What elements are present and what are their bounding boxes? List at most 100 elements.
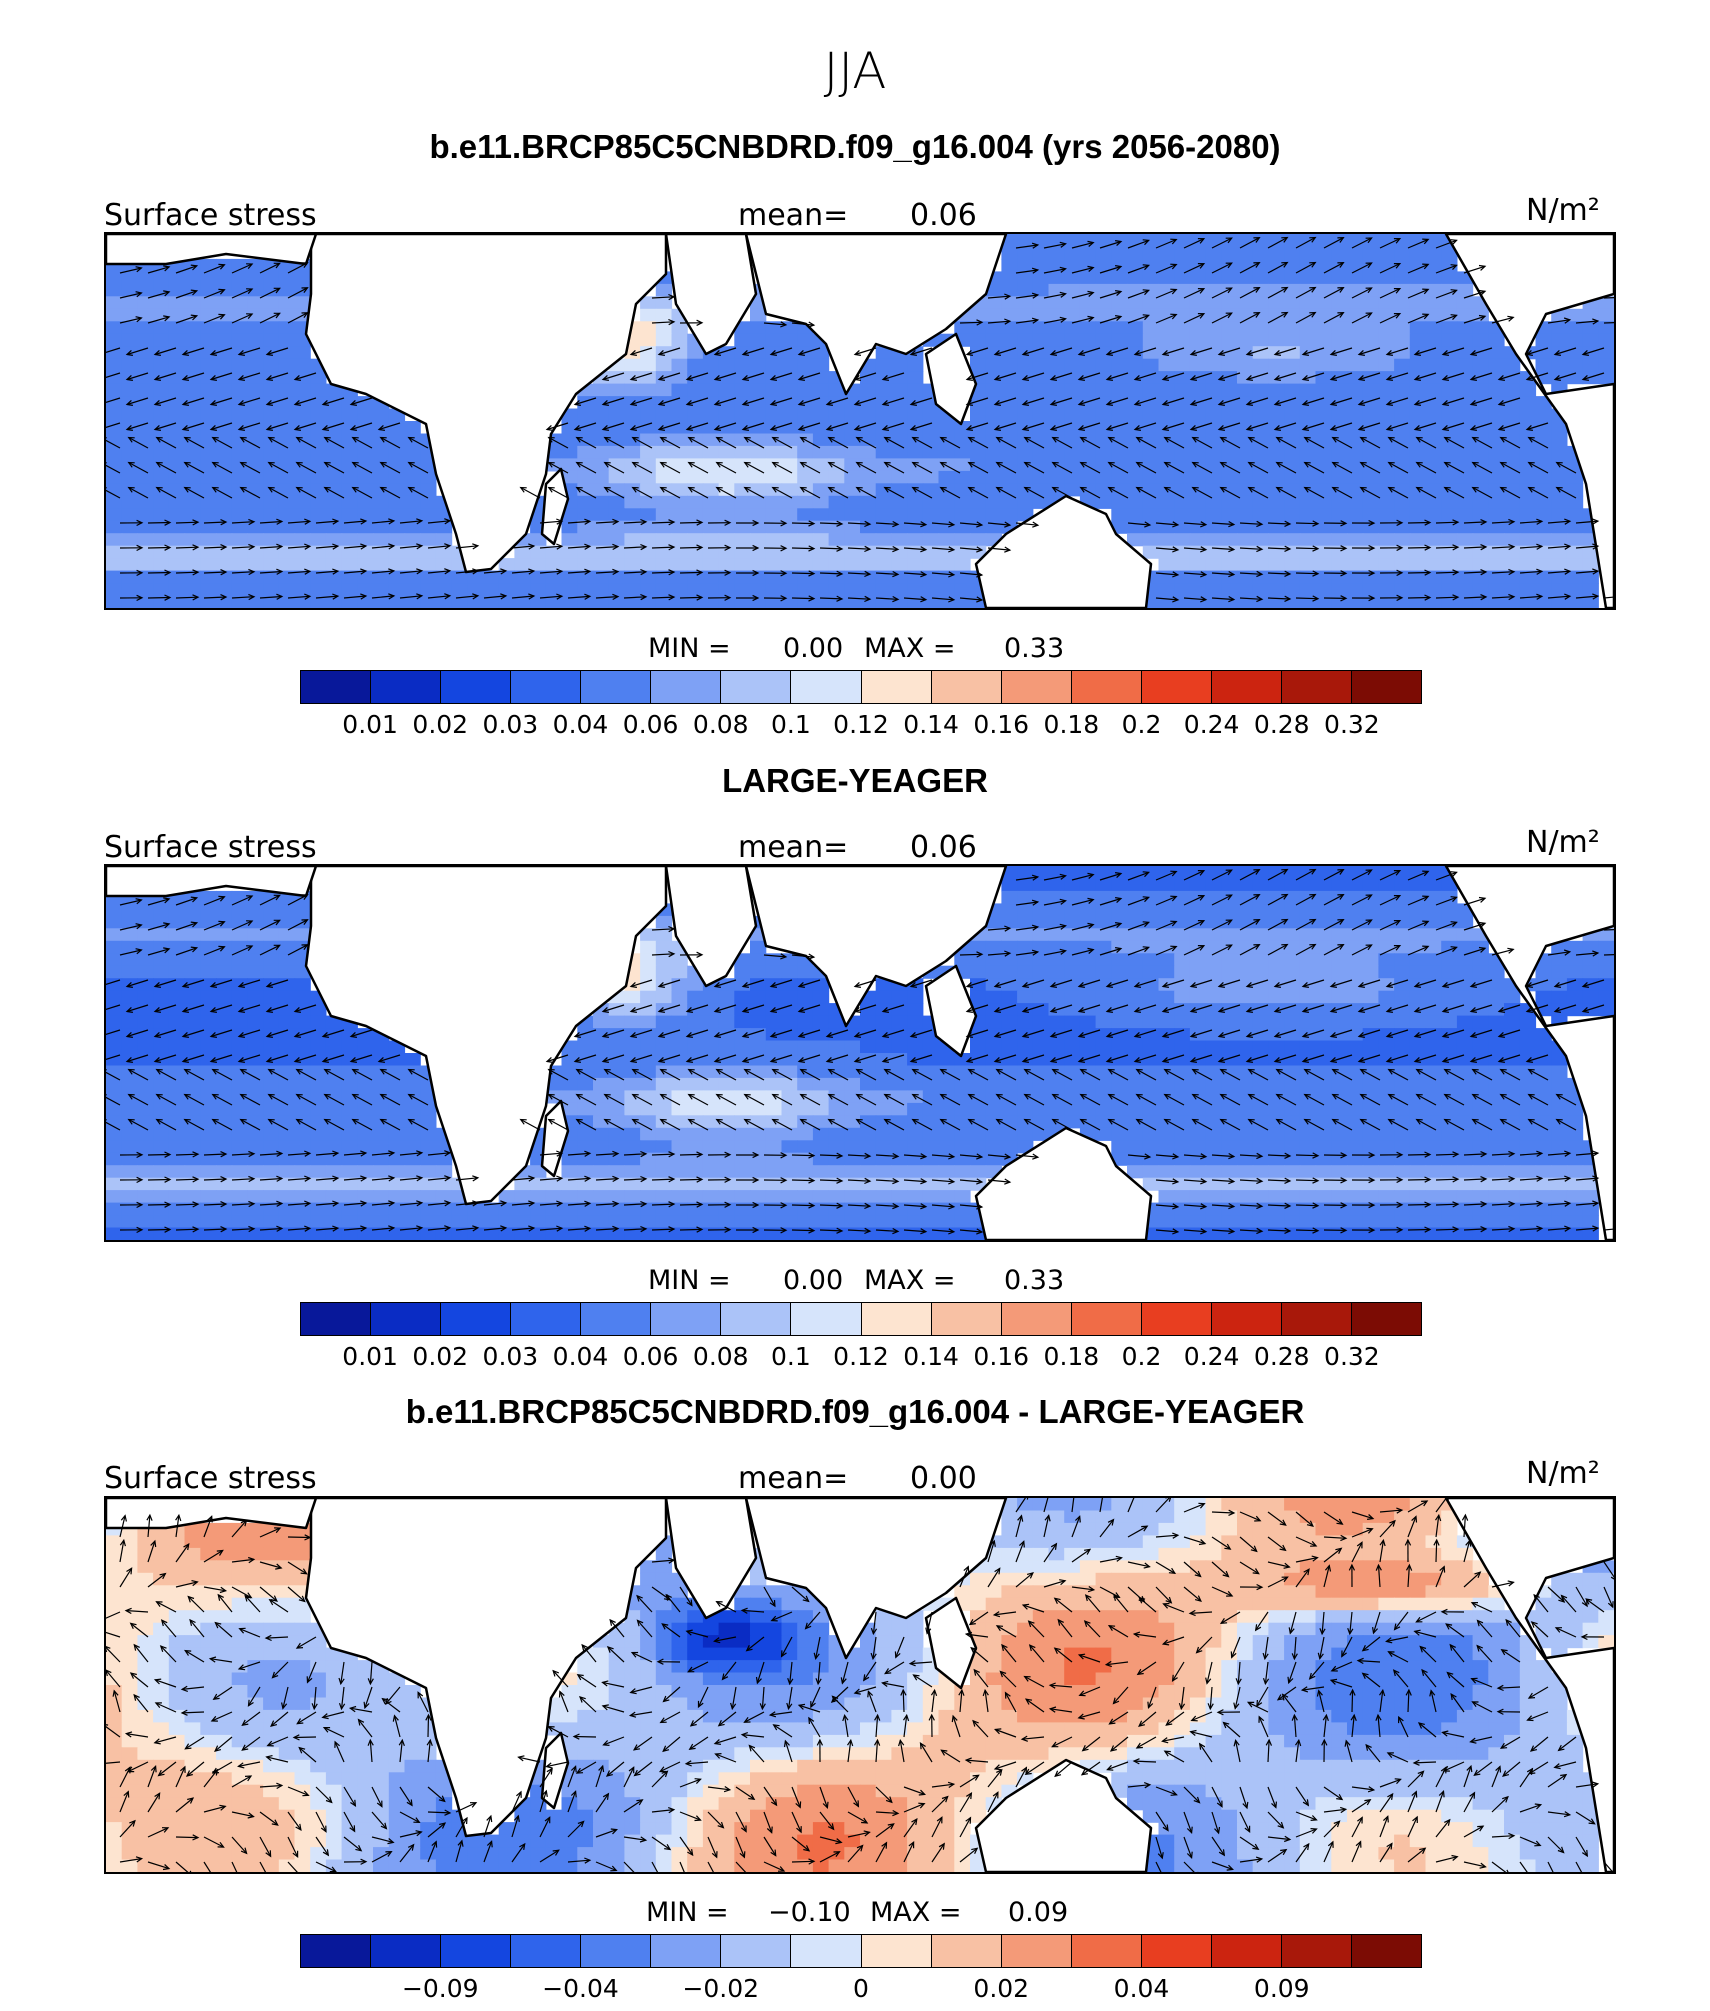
coastlines xyxy=(106,866,1614,1240)
colorbar-swatch xyxy=(1071,1303,1142,1335)
stress-vectors xyxy=(106,868,1614,1235)
colorbar-swatch xyxy=(301,671,372,703)
colorbar-tick-label: 0.18 xyxy=(1043,1342,1100,1371)
panel-2-colorbar xyxy=(300,1302,1422,1336)
panel-1-colorbar xyxy=(300,670,1422,704)
panel-2-title: LARGE-YEAGER xyxy=(722,762,988,799)
colorbar-tick-label: 0.24 xyxy=(1183,1342,1240,1371)
colorbar-swatch xyxy=(1211,671,1282,703)
colorbar-swatch xyxy=(371,671,442,703)
colorbar-tick-label: 0.01 xyxy=(342,710,398,739)
colorbar-swatch xyxy=(301,1935,372,1967)
colorbar-tick-label: 0.02 xyxy=(412,710,469,739)
colorbar-swatch xyxy=(651,1935,722,1967)
colorbar-tick-label: 0.14 xyxy=(903,710,959,739)
stress-vectors xyxy=(106,1498,1614,1872)
colorbar-tick-label: 0.09 xyxy=(1253,1974,1310,2003)
panel-3-colorbar xyxy=(300,1934,1422,1968)
panel-3-mean-value: 0.00 xyxy=(910,1461,977,1496)
colorbar-swatch xyxy=(651,1303,722,1335)
colorbar-swatch xyxy=(1001,1935,1072,1967)
panel-2-variable-label: Surface stress xyxy=(104,830,317,865)
panel-3-max-label: MAX = xyxy=(870,1897,962,1928)
panel-2-mean-value: 0.06 xyxy=(910,830,977,865)
colorbar-swatch xyxy=(581,671,652,703)
colorbar-swatch xyxy=(511,1935,582,1967)
colorbar-tick-label: 0.24 xyxy=(1183,710,1240,739)
colorbar-swatch xyxy=(791,1303,862,1335)
colorbar-swatch xyxy=(371,1303,442,1335)
colorbar-swatch xyxy=(1281,671,1352,703)
panel-1-map xyxy=(104,232,1616,610)
colorbar-swatch xyxy=(441,1303,512,1335)
colorbar-swatch xyxy=(1001,1303,1072,1335)
colorbar-tick-label: 0.16 xyxy=(973,1342,1030,1371)
colorbar-swatch xyxy=(931,1935,1002,1967)
colorbar-tick-label: 0.06 xyxy=(622,1342,679,1371)
panel-1-mean-label: mean= xyxy=(738,198,849,233)
colorbar-tick-label: 0.12 xyxy=(833,710,889,739)
panel-3-mean-label: mean= xyxy=(738,1461,849,1496)
panel-3-min-label: MIN = xyxy=(646,1897,729,1928)
season-title: JJA xyxy=(823,42,887,100)
panel-2-max-value: 0.33 xyxy=(1004,1265,1065,1296)
colorbar-swatch xyxy=(441,671,512,703)
colorbar-tick-label: 0.02 xyxy=(412,1342,469,1371)
panel-3-title: b.e11.BRCP85C5CNBDRD.f09_g16.004 - LARGE… xyxy=(405,1393,1305,1430)
panel-2-mean-label: mean= xyxy=(738,830,849,865)
colorbar-tick-label: 0.03 xyxy=(482,710,539,739)
colorbar-swatch xyxy=(1141,1935,1212,1967)
panel-2-max-label: MAX = xyxy=(864,1265,956,1296)
panel-1-min-label: MIN = xyxy=(648,633,731,664)
colorbar-swatch xyxy=(1001,671,1072,703)
panel-2-units: N/m² xyxy=(1526,825,1600,860)
panel-1-max-label: MAX = xyxy=(864,633,956,664)
colorbar-swatch xyxy=(721,671,792,703)
colorbar-swatch xyxy=(301,1303,372,1335)
colorbar-tick-label: 0.04 xyxy=(552,1342,609,1371)
colorbar-tick-label: 0.18 xyxy=(1043,710,1100,739)
colorbar-swatch xyxy=(441,1935,512,1967)
colorbar-swatch xyxy=(861,1303,932,1335)
colorbar-tick-label: 0.08 xyxy=(692,1342,749,1371)
colorbar-swatch xyxy=(931,671,1002,703)
colorbar-swatch xyxy=(371,1935,442,1967)
panel-1-variable-label: Surface stress xyxy=(104,198,317,233)
panel-3-min-value: −0.10 xyxy=(768,1897,851,1928)
colorbar-tick-label: 0.1 xyxy=(770,710,811,739)
panel-2-map xyxy=(104,864,1616,1242)
colorbar-tick-label: 0.1 xyxy=(770,1342,811,1371)
colorbar-tick-label: 0.06 xyxy=(622,710,679,739)
colorbar-swatch xyxy=(931,1303,1002,1335)
colorbar-swatch xyxy=(861,1935,932,1967)
colorbar-tick-label: −0.04 xyxy=(542,1974,619,2003)
colorbar-tick-label: −0.09 xyxy=(401,1974,479,2003)
colorbar-tick-label: 0.02 xyxy=(973,1974,1030,2003)
colorbar-tick-label: 0.32 xyxy=(1324,710,1380,739)
colorbar-tick-label: 0.03 xyxy=(482,1342,539,1371)
colorbar-swatch xyxy=(1281,1935,1352,1967)
colorbar-tick-label: 0.04 xyxy=(1113,1974,1170,2003)
panel-3-map xyxy=(104,1496,1616,1874)
colorbar-swatch xyxy=(721,1935,792,1967)
colorbar-swatch xyxy=(511,1303,582,1335)
colorbar-tick-label: 0.01 xyxy=(342,1342,398,1371)
colorbar-tick-label: 0.28 xyxy=(1253,710,1310,739)
colorbar-swatch xyxy=(1211,1935,1282,1967)
panel-2-min-label: MIN = xyxy=(648,1265,731,1296)
colorbar-swatch xyxy=(1351,1935,1421,1967)
colorbar-swatch xyxy=(651,671,722,703)
colorbar-swatch xyxy=(511,671,582,703)
panel-3-variable-label: Surface stress xyxy=(104,1461,317,1496)
stress-vectors xyxy=(106,236,1614,603)
panel-2-min-value: 0.00 xyxy=(783,1265,844,1296)
colorbar-swatch xyxy=(791,671,862,703)
colorbar-swatch xyxy=(861,671,932,703)
colorbar-tick-label: 0.32 xyxy=(1324,1342,1380,1371)
panel-3-colorbar-ticks: −0.09 −0.04 −0.02 0 0.02 0.04 0.09 xyxy=(0,1974,1710,2006)
panel-1-units: N/m² xyxy=(1526,193,1600,228)
colorbar-swatch xyxy=(1071,1935,1142,1967)
colorbar-swatch xyxy=(1141,1303,1212,1335)
colorbar-tick-label: 0.28 xyxy=(1253,1342,1310,1371)
colorbar-swatch xyxy=(721,1303,792,1335)
